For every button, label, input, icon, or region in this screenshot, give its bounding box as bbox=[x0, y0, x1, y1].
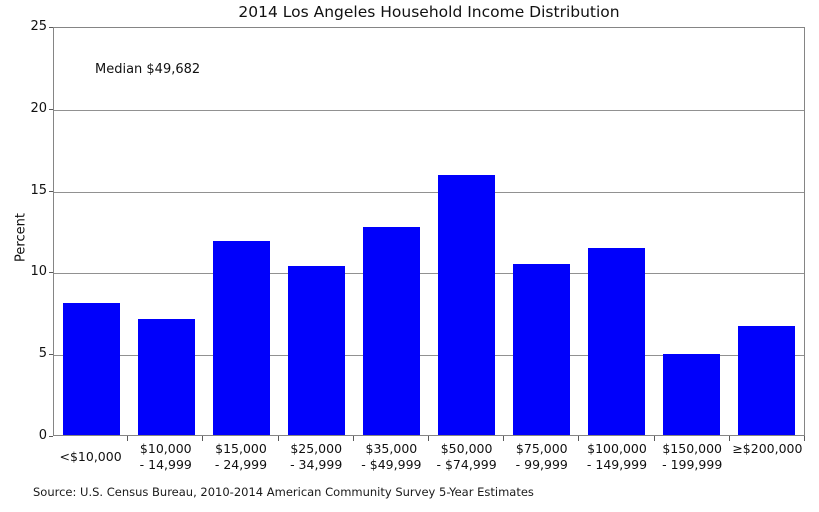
bar-slot bbox=[279, 28, 354, 435]
bar bbox=[738, 325, 795, 435]
x-tick-label: $25,000- 34,999 bbox=[290, 441, 343, 472]
y-tick-mark bbox=[49, 108, 53, 110]
y-tick-label: 5 bbox=[38, 346, 47, 362]
bar-slot bbox=[429, 28, 504, 435]
bar-slot bbox=[504, 28, 579, 435]
y-tick-label: 25 bbox=[30, 19, 47, 34]
gridline-10 bbox=[54, 273, 804, 275]
x-tick-mark bbox=[202, 436, 204, 441]
gridline-20 bbox=[54, 109, 804, 111]
x-tick-label: $35,000- $49,999 bbox=[361, 441, 422, 472]
y-tick-mark bbox=[49, 354, 53, 356]
bar-slot bbox=[654, 28, 729, 435]
x-tick-mark bbox=[428, 436, 429, 441]
x-tick-mark bbox=[578, 436, 580, 441]
bar bbox=[288, 265, 345, 435]
bar-slot bbox=[354, 28, 429, 435]
y-tick-mark bbox=[49, 27, 53, 28]
bar bbox=[363, 226, 420, 435]
x-tick-mark bbox=[804, 436, 805, 441]
y-tick-label: 10 bbox=[30, 264, 47, 280]
x-tick-label: $75,000- 99,999 bbox=[515, 441, 568, 472]
x-tick-mark bbox=[127, 436, 129, 441]
x-tick-label: $150,000- 199,999 bbox=[662, 441, 723, 472]
y-tick-mark bbox=[49, 272, 53, 274]
bar-slot bbox=[129, 28, 204, 435]
x-tick-mark bbox=[728, 436, 730, 441]
bar bbox=[663, 353, 720, 435]
bar-series bbox=[54, 28, 804, 435]
chart-title: 2014 Los Angeles Household Income Distri… bbox=[238, 3, 620, 21]
bar bbox=[513, 264, 570, 435]
bar bbox=[138, 319, 195, 435]
x-tick-mark bbox=[653, 436, 655, 441]
bar bbox=[588, 247, 645, 435]
x-tick-label: ≥$200,000 bbox=[732, 441, 803, 456]
bar-slot bbox=[204, 28, 279, 435]
bar-slot bbox=[729, 28, 804, 435]
bar-slot bbox=[579, 28, 654, 435]
gridline-5 bbox=[54, 355, 804, 357]
bar bbox=[213, 241, 270, 435]
x-tick-mark bbox=[277, 436, 279, 441]
gridline-15 bbox=[54, 191, 804, 193]
x-tick-label: $50,000- $74,999 bbox=[436, 441, 497, 472]
y-tick-label: 0 bbox=[38, 428, 47, 443]
plot-area: Median $49,682 bbox=[53, 27, 805, 436]
y-tick-label: 15 bbox=[30, 182, 47, 198]
y-tick-mark bbox=[49, 190, 53, 192]
y-tick-label: 20 bbox=[30, 100, 47, 116]
x-tick-label: $10,000- 14,999 bbox=[139, 441, 192, 472]
bar bbox=[63, 303, 120, 435]
bar-slot bbox=[54, 28, 129, 435]
x-tick-mark bbox=[503, 436, 505, 441]
bar bbox=[438, 174, 495, 435]
source-note: Source: U.S. Census Bureau, 2010-2014 Am… bbox=[33, 485, 534, 499]
y-tick-mark bbox=[49, 436, 53, 437]
x-tick-label: $15,000- 24,999 bbox=[214, 441, 268, 472]
x-tick-label: $100,000- 149,999 bbox=[586, 441, 648, 472]
x-tick-label: <$10,000 bbox=[59, 449, 122, 464]
x-tick-mark bbox=[352, 436, 354, 441]
median-annotation: Median $49,682 bbox=[95, 62, 201, 77]
